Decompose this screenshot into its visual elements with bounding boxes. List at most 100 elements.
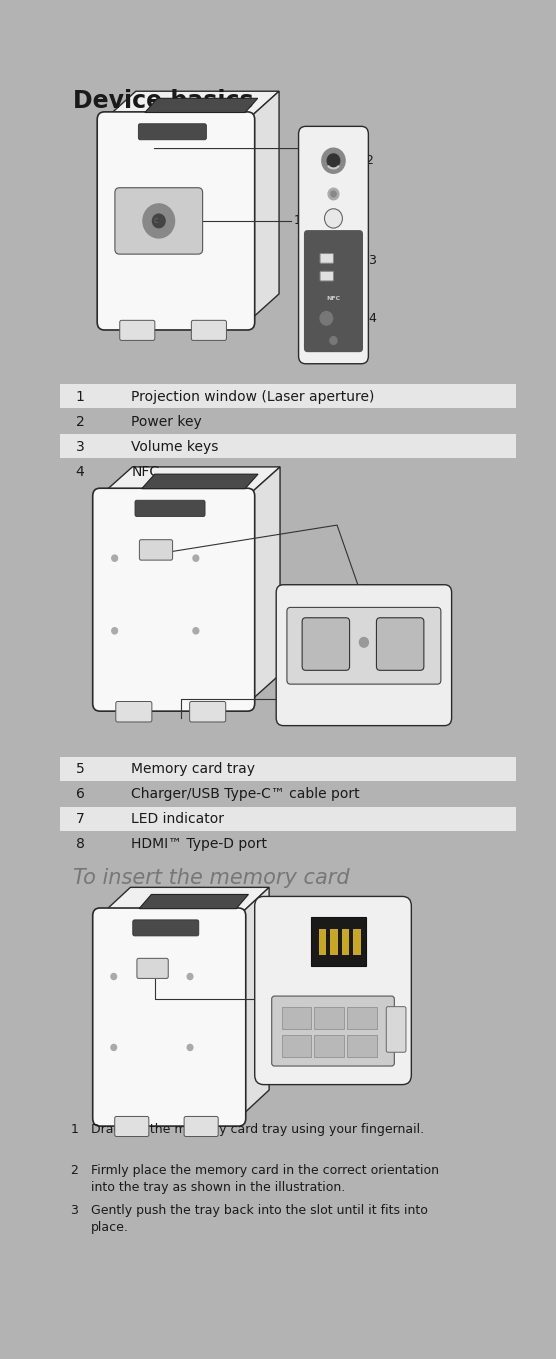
Bar <box>315 1036 344 1057</box>
FancyBboxPatch shape <box>133 920 199 936</box>
Polygon shape <box>239 887 269 1118</box>
FancyBboxPatch shape <box>320 272 334 281</box>
Polygon shape <box>247 91 279 322</box>
Bar <box>348 1036 376 1057</box>
Circle shape <box>187 1045 193 1051</box>
FancyBboxPatch shape <box>93 908 246 1127</box>
Circle shape <box>328 188 339 200</box>
FancyBboxPatch shape <box>97 111 255 330</box>
FancyBboxPatch shape <box>255 897 411 1084</box>
Circle shape <box>111 1045 117 1051</box>
FancyBboxPatch shape <box>135 500 205 516</box>
Text: 7: 7 <box>360 692 368 705</box>
FancyBboxPatch shape <box>302 618 350 670</box>
FancyBboxPatch shape <box>311 917 366 966</box>
FancyBboxPatch shape <box>276 584 451 726</box>
Bar <box>342 930 349 955</box>
Text: Drag out the memory card tray using your fingernail.: Drag out the memory card tray using your… <box>91 1123 424 1136</box>
FancyBboxPatch shape <box>93 488 255 711</box>
Bar <box>315 1007 344 1029</box>
FancyBboxPatch shape <box>138 124 206 140</box>
Text: 3: 3 <box>76 440 85 454</box>
Text: LED indicator: LED indicator <box>131 813 224 826</box>
Polygon shape <box>139 894 249 909</box>
Polygon shape <box>145 98 258 113</box>
Bar <box>59 757 516 780</box>
FancyBboxPatch shape <box>184 1117 218 1136</box>
Circle shape <box>320 311 332 325</box>
Text: Memory card tray: Memory card tray <box>131 762 255 776</box>
Polygon shape <box>247 467 280 704</box>
Bar <box>281 1007 311 1029</box>
Text: 6: 6 <box>322 692 330 705</box>
Text: 2: 2 <box>365 154 373 167</box>
FancyBboxPatch shape <box>140 540 172 560</box>
Circle shape <box>330 337 337 344</box>
FancyBboxPatch shape <box>304 230 363 352</box>
Polygon shape <box>142 474 258 489</box>
Circle shape <box>325 209 342 228</box>
Text: NFC: NFC <box>326 296 340 300</box>
Bar <box>330 930 337 955</box>
Bar <box>59 385 516 408</box>
Bar <box>353 930 361 955</box>
Circle shape <box>112 554 117 561</box>
Text: Firmly place the memory card in the correct orientation
into the tray as shown i: Firmly place the memory card in the corr… <box>91 1163 439 1193</box>
Text: 8: 8 <box>396 692 404 705</box>
Circle shape <box>187 973 193 980</box>
Text: Gently push the tray back into the slot until it fits into
place.: Gently push the tray back into the slot … <box>91 1204 428 1234</box>
Bar <box>281 1036 311 1057</box>
Bar <box>319 930 326 955</box>
Text: 2: 2 <box>76 414 85 428</box>
FancyBboxPatch shape <box>115 188 202 254</box>
FancyBboxPatch shape <box>190 701 226 722</box>
Text: 1: 1 <box>76 390 85 404</box>
Circle shape <box>143 204 175 238</box>
FancyBboxPatch shape <box>191 321 226 340</box>
Polygon shape <box>100 887 269 916</box>
FancyBboxPatch shape <box>115 1117 149 1136</box>
Circle shape <box>359 637 369 647</box>
Circle shape <box>111 973 117 980</box>
Circle shape <box>112 628 117 633</box>
FancyBboxPatch shape <box>137 958 168 978</box>
Bar <box>59 434 516 458</box>
Text: 5: 5 <box>76 762 85 776</box>
Text: 4: 4 <box>369 311 376 325</box>
Polygon shape <box>105 91 279 120</box>
Text: HDMI™ Type-D port: HDMI™ Type-D port <box>131 837 267 851</box>
Text: 4: 4 <box>76 465 85 478</box>
Text: Charger/USB Type-C™ cable port: Charger/USB Type-C™ cable port <box>131 787 360 802</box>
FancyBboxPatch shape <box>320 254 334 264</box>
Circle shape <box>327 154 340 167</box>
Circle shape <box>322 148 345 173</box>
FancyBboxPatch shape <box>116 701 152 722</box>
Text: NFC: NFC <box>131 465 160 478</box>
Text: 3: 3 <box>369 254 376 266</box>
Text: 2: 2 <box>71 1163 78 1177</box>
Polygon shape <box>100 467 280 496</box>
FancyBboxPatch shape <box>376 618 424 670</box>
FancyBboxPatch shape <box>386 1007 406 1052</box>
Circle shape <box>331 192 336 197</box>
FancyBboxPatch shape <box>120 321 155 340</box>
Bar <box>59 807 516 830</box>
Circle shape <box>193 554 198 561</box>
Text: 5: 5 <box>362 583 370 595</box>
FancyBboxPatch shape <box>287 607 441 684</box>
Text: 6: 6 <box>76 787 85 802</box>
Text: 1: 1 <box>71 1123 78 1136</box>
Text: To insert the memory card: To insert the memory card <box>73 868 350 889</box>
Text: 8: 8 <box>76 837 85 851</box>
Circle shape <box>193 628 198 633</box>
Text: Power key: Power key <box>131 414 202 428</box>
Text: Device basics: Device basics <box>73 88 254 113</box>
FancyBboxPatch shape <box>299 126 369 364</box>
FancyBboxPatch shape <box>272 996 394 1065</box>
Text: Projection window (Laser aperture): Projection window (Laser aperture) <box>131 390 375 404</box>
Text: Volume keys: Volume keys <box>131 440 219 454</box>
Circle shape <box>152 215 165 228</box>
Text: 1: 1 <box>293 215 301 227</box>
Text: c: c <box>154 216 158 226</box>
Text: 3: 3 <box>71 1204 78 1218</box>
